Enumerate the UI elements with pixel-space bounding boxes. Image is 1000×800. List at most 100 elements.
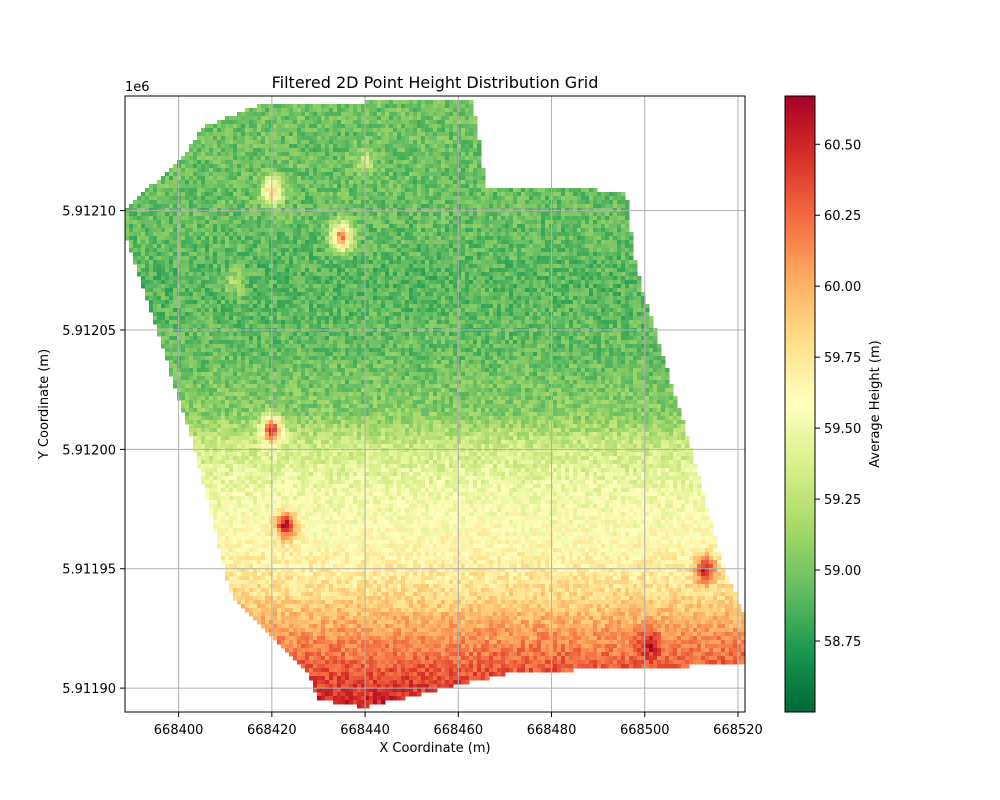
heatmap-cell xyxy=(317,136,322,141)
heatmap-cell xyxy=(313,264,318,269)
heatmap-cell xyxy=(345,256,350,261)
heatmap-cell xyxy=(425,192,430,197)
heatmap-cell xyxy=(537,220,542,225)
heatmap-cell xyxy=(437,264,442,269)
heatmap-cell xyxy=(149,228,154,233)
heatmap-cell xyxy=(229,152,234,157)
heatmap-cell xyxy=(161,228,166,233)
heatmap-cell xyxy=(389,196,394,201)
heatmap-cell xyxy=(625,212,630,217)
heatmap-cell xyxy=(629,264,634,269)
heatmap-cell xyxy=(205,260,210,265)
heatmap-cell xyxy=(565,216,570,221)
heatmap-cell xyxy=(381,180,386,185)
heatmap-cell xyxy=(281,128,286,133)
heatmap-cell xyxy=(553,272,558,277)
heatmap-cell xyxy=(329,188,334,193)
heatmap-cell xyxy=(213,236,218,241)
heatmap-cell xyxy=(189,184,194,189)
heatmap-cell xyxy=(613,220,618,225)
heatmap-cell xyxy=(433,232,438,237)
heatmap-cell xyxy=(441,256,446,261)
heatmap-cell xyxy=(365,200,370,205)
heatmap-cell xyxy=(477,212,482,217)
heatmap-cell xyxy=(357,288,362,293)
heatmap-cell xyxy=(545,268,550,273)
heatmap-cell xyxy=(173,184,178,189)
heatmap-cell xyxy=(369,160,374,165)
heatmap-cell xyxy=(317,288,322,293)
heatmap-cell xyxy=(457,256,462,261)
heatmap-cell xyxy=(221,244,226,249)
heatmap-cell xyxy=(441,284,446,289)
heatmap-cell xyxy=(337,168,342,173)
heatmap-cell xyxy=(521,268,526,273)
heatmap-cell xyxy=(317,180,322,185)
heatmap-cell xyxy=(237,184,242,189)
heatmap-cell xyxy=(433,112,438,117)
heatmap-cell xyxy=(393,216,398,221)
heatmap-cell xyxy=(309,136,314,141)
heatmap-cell xyxy=(417,180,422,185)
heatmap-cell xyxy=(389,156,394,161)
heatmap-cell xyxy=(217,148,222,153)
heatmap-cell xyxy=(317,216,322,221)
heatmap-cell xyxy=(133,216,138,221)
heatmap-cell xyxy=(381,100,386,105)
heatmap-cell xyxy=(349,224,354,229)
heatmap-cell xyxy=(317,272,322,277)
heatmap-cell xyxy=(165,240,170,245)
heatmap-cell xyxy=(301,228,306,233)
heatmap-cell xyxy=(441,100,446,105)
heatmap-cell xyxy=(521,220,526,225)
heatmap-cell xyxy=(373,112,378,117)
heatmap-cell xyxy=(253,236,258,241)
heatmap-cell xyxy=(381,192,386,197)
heatmap-cell xyxy=(365,164,370,169)
heatmap-cell xyxy=(405,128,410,133)
heatmap-cell xyxy=(345,284,350,289)
heatmap-cell xyxy=(573,252,578,257)
heatmap-cell xyxy=(285,216,290,221)
heatmap-cell xyxy=(625,220,630,225)
heatmap-cell xyxy=(225,248,230,253)
heatmap-cell xyxy=(413,232,418,237)
heatmap-cell xyxy=(277,144,282,149)
heatmap-cell xyxy=(629,272,634,277)
heatmap-cell xyxy=(197,132,202,137)
heatmap-cell xyxy=(385,116,390,121)
heatmap-cell xyxy=(249,188,254,193)
heatmap-cell xyxy=(277,276,282,281)
heatmap-cell xyxy=(573,276,578,281)
heatmap-cell xyxy=(249,132,254,137)
heatmap-cell xyxy=(409,128,414,133)
heatmap-cell xyxy=(385,276,390,281)
heatmap-cell xyxy=(337,172,342,177)
heatmap-cell xyxy=(381,152,386,157)
heatmap-cell xyxy=(357,112,362,117)
heatmap-cell xyxy=(597,220,602,225)
heatmap-cell xyxy=(297,144,302,149)
heatmap-cell xyxy=(297,168,302,173)
heatmap-cell xyxy=(441,212,446,217)
heatmap-cell xyxy=(461,212,466,217)
heatmap-cell xyxy=(605,252,610,257)
heatmap-cell xyxy=(545,252,550,257)
heatmap-cell xyxy=(349,160,354,165)
heatmap-cell xyxy=(593,196,598,201)
heatmap-cell xyxy=(249,116,254,121)
heatmap-cell xyxy=(529,232,534,237)
heatmap-cell xyxy=(601,292,606,297)
heatmap-cell xyxy=(333,112,338,117)
heatmap-cell xyxy=(209,220,214,225)
heatmap-cell xyxy=(417,232,422,237)
heatmap-cell xyxy=(281,196,286,201)
heatmap-cell xyxy=(421,248,426,253)
heatmap-cell xyxy=(533,244,538,249)
heatmap-cell xyxy=(337,152,342,157)
heatmap-cell xyxy=(425,140,430,145)
heatmap-cell xyxy=(457,160,462,165)
heatmap-cell xyxy=(185,272,190,277)
heatmap-cell xyxy=(621,256,626,261)
heatmap-cell xyxy=(569,256,574,261)
